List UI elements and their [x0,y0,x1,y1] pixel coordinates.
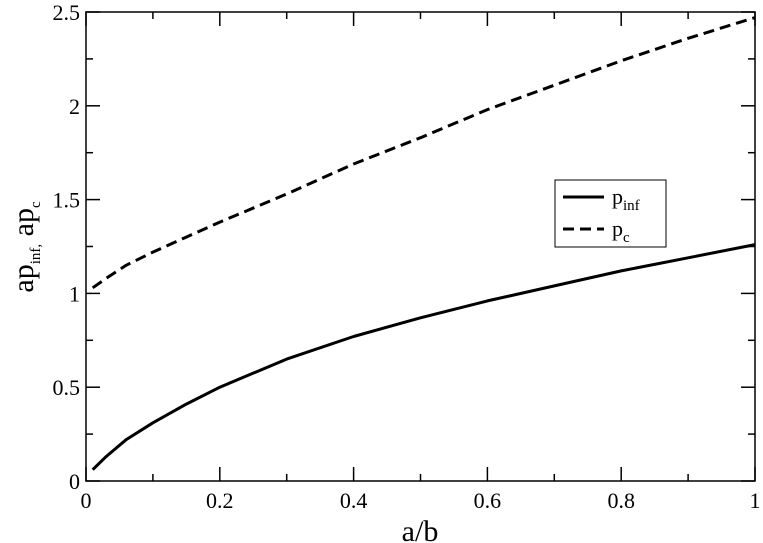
x-tick-label: 0.2 [206,488,234,513]
y-tick-label: 0.5 [53,375,81,400]
series-line-pinf [91,243,756,471]
y-axis-title-part-2: ap [7,208,40,244]
y-axis-title: apinf, apc [7,201,44,293]
x-axis-title: a/b [402,515,439,543]
series-group [91,16,756,471]
legend-label-pc-main: p [612,216,623,241]
y-axis-title-sub-2: c [28,201,44,208]
series-line-pc [91,16,756,290]
y-tick-label: 2.5 [53,0,81,25]
y-tick-label: 1.5 [53,188,81,213]
legend-label-pinf-sub: inf [623,198,640,214]
x-tick-label: 0.4 [340,488,368,513]
y-axis-title-part-1: ap [7,264,40,292]
legend-label-pc-sub: c [623,230,630,246]
y-axis-title-sub-1: inf, [28,244,44,264]
legend-label-pinf-main: p [612,184,623,209]
x-tick-label: 0.8 [607,488,635,513]
y-tick-label: 0 [69,469,80,494]
x-tick-label: 0 [81,488,92,513]
y-tick-label: 2 [69,94,80,119]
x-tick-label: 1 [750,488,761,513]
axis-ticks: 0 0.2 0.4 0.6 0.8 1 0 0.5 1 1.5 2 2.5 [53,0,761,513]
x-tick-label: 0.6 [474,488,502,513]
legend: pinf pc [554,179,667,248]
y-tick-label: 1 [69,281,80,306]
legend-label-pinf: pinf [612,184,640,214]
legend-label-pc: pc [612,216,630,246]
legend-box [554,179,667,248]
